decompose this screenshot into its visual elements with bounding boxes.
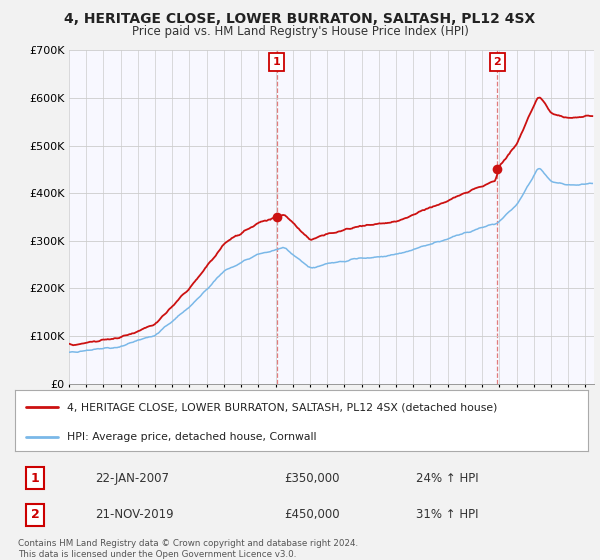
Text: 1: 1 <box>273 57 280 67</box>
Text: Contains HM Land Registry data © Crown copyright and database right 2024.
This d: Contains HM Land Registry data © Crown c… <box>18 539 358 559</box>
Text: 21-NOV-2019: 21-NOV-2019 <box>95 508 174 521</box>
Text: 4, HERITAGE CLOSE, LOWER BURRATON, SALTASH, PL12 4SX: 4, HERITAGE CLOSE, LOWER BURRATON, SALTA… <box>64 12 536 26</box>
Text: £450,000: £450,000 <box>284 508 340 521</box>
Text: 22-JAN-2007: 22-JAN-2007 <box>95 472 169 485</box>
Text: 2: 2 <box>494 57 502 67</box>
Text: HPI: Average price, detached house, Cornwall: HPI: Average price, detached house, Corn… <box>67 432 316 442</box>
Text: 24% ↑ HPI: 24% ↑ HPI <box>416 472 479 485</box>
Text: 1: 1 <box>31 472 40 485</box>
Text: £350,000: £350,000 <box>284 472 340 485</box>
Text: 31% ↑ HPI: 31% ↑ HPI <box>416 508 479 521</box>
Text: 2: 2 <box>31 508 40 521</box>
Text: Price paid vs. HM Land Registry's House Price Index (HPI): Price paid vs. HM Land Registry's House … <box>131 25 469 38</box>
Text: 4, HERITAGE CLOSE, LOWER BURRATON, SALTASH, PL12 4SX (detached house): 4, HERITAGE CLOSE, LOWER BURRATON, SALTA… <box>67 402 497 412</box>
